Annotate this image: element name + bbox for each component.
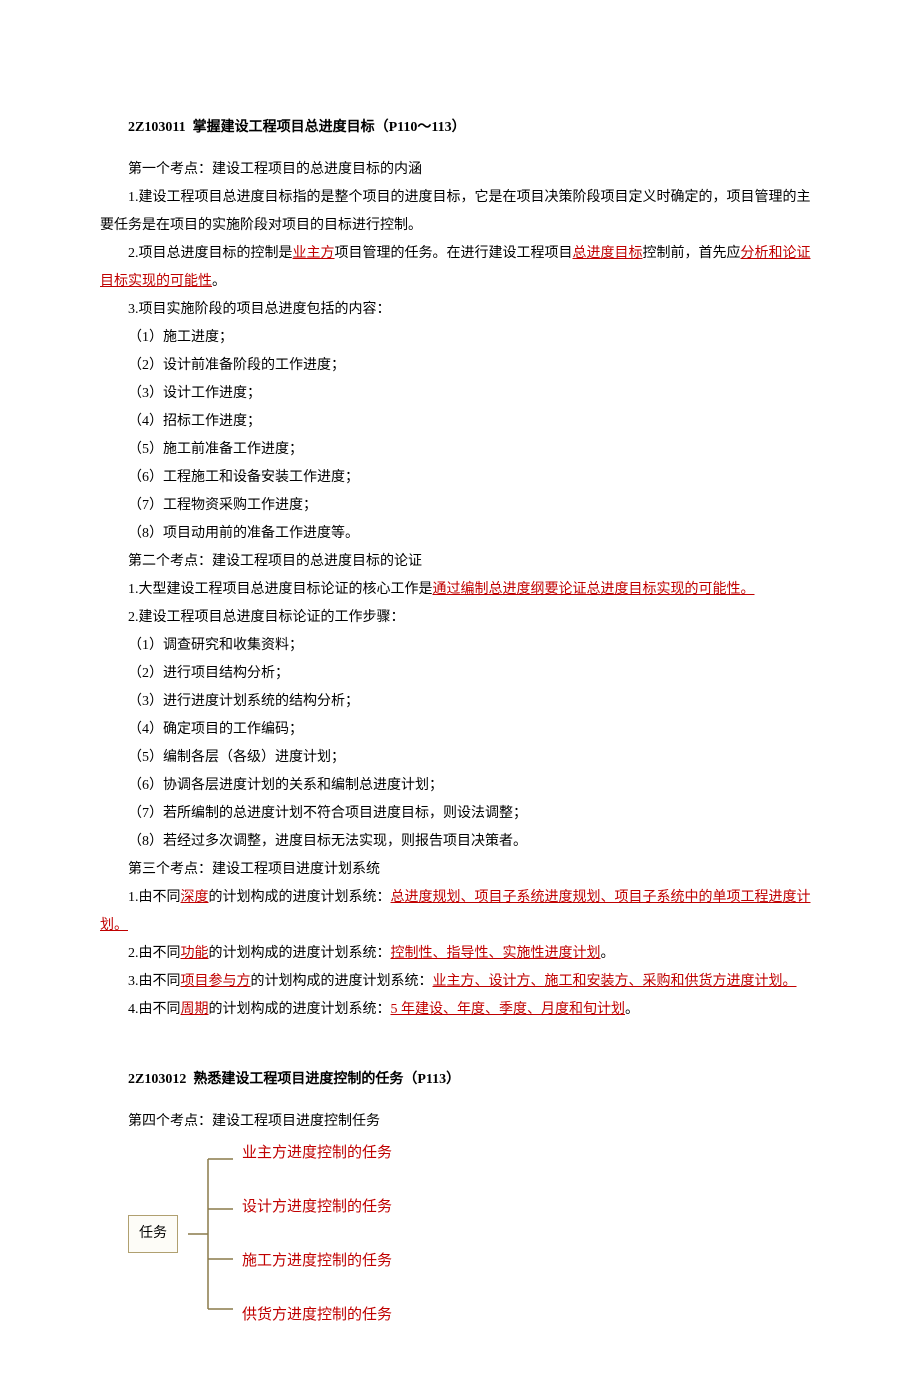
emphasis: 项目参与方 — [181, 974, 251, 989]
kp4-title: 第四个考点：建设工程项目进度控制任务 — [100, 1108, 820, 1136]
list-item: （7）若所编制的总进度计划不符合项目进度目标，则设法调整； — [100, 800, 820, 828]
list-item: （5）施工前准备工作进度； — [100, 436, 820, 464]
bracket-diagram: 任务 业主方进度控制的任务 设计方进度控制的任务 施工方进度控制的任务 供货方进… — [128, 1144, 820, 1324]
kp2-p2: 2.建设工程项目总进度目标论证的工作步骤： — [100, 604, 820, 632]
section2-code: 2Z103012 — [128, 1072, 186, 1087]
list-item: （1）施工进度； — [100, 324, 820, 352]
kp2-title: 第二个考点：建设工程项目的总进度目标的论证 — [100, 548, 820, 576]
kp3-p3: 3.由不同项目参与方的计划构成的进度计划系统：业主方、设计方、施工和安装方、采购… — [100, 968, 820, 996]
list-item: （2）进行项目结构分析； — [100, 660, 820, 688]
section1-code: 2Z103011 — [128, 120, 186, 135]
section1-heading: 2Z103011 掌握建设工程项目总进度目标（P110～113） — [100, 114, 820, 142]
list-item: （7）工程物资采购工作进度； — [100, 492, 820, 520]
section-spacer — [100, 1024, 820, 1052]
list-item: （2）设计前准备阶段的工作进度； — [100, 352, 820, 380]
list-item: （8）若经过多次调整，进度目标无法实现，则报告项目决策者。 — [100, 828, 820, 856]
bracket-item: 业主方进度控制的任务 — [242, 1144, 392, 1162]
list-item: （6）协调各层进度计划的关系和编制总进度计划； — [100, 772, 820, 800]
emphasis: 5 年建设、年度、季度、月度和旬计划 — [391, 1002, 626, 1017]
kp1-p2: 2.项目总进度目标的控制是业主方项目管理的任务。在进行建设工程项目总进度目标控制… — [100, 240, 820, 296]
kp3-title: 第三个考点：建设工程项目进度计划系统 — [100, 856, 820, 884]
bracket-items: 业主方进度控制的任务 设计方进度控制的任务 施工方进度控制的任务 供货方进度控制… — [242, 1144, 392, 1324]
emphasis: 控制性、指导性、实施性进度计划 — [391, 946, 601, 961]
list-item: （1）调查研究和收集资料； — [100, 632, 820, 660]
list-item: （4）招标工作进度； — [100, 408, 820, 436]
section2-title: 熟悉建设工程项目进度控制的任务（P113） — [193, 1072, 460, 1087]
kp3-p2: 2.由不同功能的计划构成的进度计划系统：控制性、指导性、实施性进度计划。 — [100, 940, 820, 968]
kp3-p4: 4.由不同周期的计划构成的进度计划系统：5 年建设、年度、季度、月度和旬计划。 — [100, 996, 820, 1024]
kp2-p1: 1.大型建设工程项目总进度目标论证的核心工作是通过编制总进度纲要论证总进度目标实… — [100, 576, 820, 604]
bracket-item: 施工方进度控制的任务 — [242, 1252, 392, 1270]
kp3-p1: 1.由不同深度的计划构成的进度计划系统：总进度规划、项目子系统进度规划、项目子系… — [100, 884, 820, 940]
bracket-root: 任务 — [128, 1215, 178, 1253]
bracket-item: 供货方进度控制的任务 — [242, 1306, 392, 1324]
emphasis: 深度 — [181, 890, 209, 905]
bracket-shape — [178, 1144, 238, 1324]
section2-heading: 2Z103012 熟悉建设工程项目进度控制的任务（P113） — [100, 1066, 820, 1094]
list-item: （3）进行进度计划系统的结构分析； — [100, 688, 820, 716]
list-item: （8）项目动用前的准备工作进度等。 — [100, 520, 820, 548]
kp1-p1: 1.建设工程项目总进度目标指的是整个项目的进度目标，它是在项目决策阶段项目定义时… — [100, 184, 820, 240]
list-item: （4）确定项目的工作编码； — [100, 716, 820, 744]
emphasis: 周期 — [181, 1002, 209, 1017]
emphasis: 通过编制总进度纲要论证总进度目标实现的可能性。 — [433, 582, 755, 597]
section1-title: 掌握建设工程项目总进度目标（P110～113） — [193, 120, 466, 135]
emphasis: 功能 — [181, 946, 209, 961]
emphasis: 业主方、设计方、施工和安装方、采购和供货方进度计划。 — [433, 974, 797, 989]
emphasis: 业主方 — [293, 246, 335, 261]
kp1-title: 第一个考点：建设工程项目的总进度目标的内涵 — [100, 156, 820, 184]
kp1-p3: 3.项目实施阶段的项目总进度包括的内容： — [100, 296, 820, 324]
list-item: （5）编制各层（各级）进度计划； — [100, 744, 820, 772]
list-item: （3）设计工作进度； — [100, 380, 820, 408]
emphasis: 总进度目标 — [573, 246, 643, 261]
list-item: （6）工程施工和设备安装工作进度； — [100, 464, 820, 492]
bracket-item: 设计方进度控制的任务 — [242, 1198, 392, 1216]
